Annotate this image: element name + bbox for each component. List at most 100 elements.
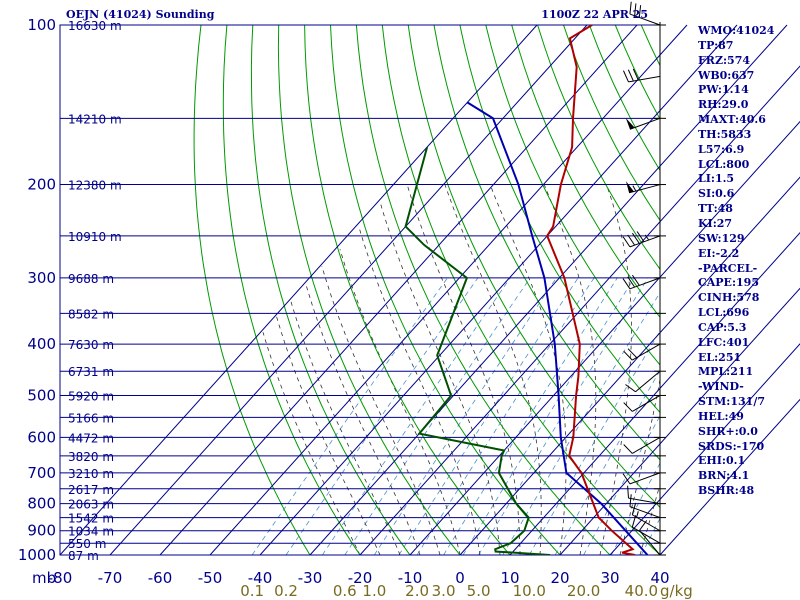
wind-barb [623,343,661,361]
isotherm [259,24,738,556]
isotherm [309,24,788,556]
temperature-tick-label: -30 [298,569,323,587]
index-item: MAXT:40.6 [698,113,766,127]
barb-flag [629,1,632,15]
moist-adiabat [444,184,542,555]
wind-barb [622,274,661,290]
index-item: -WIND- [698,380,744,394]
index-item: RH:29.0 [698,98,749,112]
pressure-tick-label: 700 [27,464,56,482]
barb-pennant [625,117,635,130]
temperature-tick-label: 10 [500,569,519,587]
mixing-ratio-label: 0.1 [240,582,264,600]
wind-barb [622,68,661,83]
barb-flag [631,232,640,244]
pressure-tick-label: 600 [27,428,56,446]
barb-flag [623,350,633,361]
height-label: 1542 m [68,512,114,526]
height-label: 2617 m [68,483,114,497]
mixing-unit-label: g/kg [660,582,693,600]
height-label: 5920 m [68,389,114,403]
height-label: 10910 m [68,230,122,244]
barb-flag [627,485,629,499]
barb-staff [628,497,661,505]
pressure-tick-label: 200 [27,176,56,194]
index-item: TH:5833 [698,127,752,141]
barb-flag [622,70,629,83]
moist-adiabat [599,184,632,555]
height-label: 14210 m [68,112,122,126]
index-item: TP:87 [698,38,734,52]
barb-staff [629,117,661,130]
pressure-tick-label: 800 [27,495,56,513]
height-label: 1034 m [68,525,114,539]
index-item: L57:6.9 [698,142,745,156]
index-item: TT:48 [698,202,733,216]
barb-flag [622,473,631,485]
index-item: LCL:800 [698,157,750,171]
index-item: SW:129 [698,231,745,245]
mixing-ratio-label: 0.2 [274,582,298,600]
wind-barb [631,502,661,532]
moist-adiabat [321,265,441,555]
grid [59,22,800,556]
temperature-tick-label: -80 [48,569,73,587]
moist-adiabat [358,226,481,555]
indices-panel: WMO:41024 TP:87 FRZ:574 WB0:637 PW:1.14 RH:29… [698,24,774,499]
barb-flag [622,278,631,290]
barb-pennant [625,181,634,193]
wind-barb [625,117,661,130]
height-label: 8582 m [68,307,114,321]
height-label: 16630 m [68,19,122,33]
station-title: OEJN (41024) Sounding [66,8,215,21]
barb-flag [623,402,633,412]
wind-barb [629,1,661,26]
index-item: -PARCEL- [698,261,758,275]
wind-barb [631,515,661,544]
pressure-tick-label: 300 [27,269,56,287]
mixing-ratio-line [443,277,618,555]
isotherm [209,24,688,556]
temperature-trace [546,25,636,555]
barb-staff [632,526,661,544]
index-item: LCL:696 [698,306,750,320]
isotherm [609,343,800,556]
mixing-ratio-label: 10.0 [513,582,546,600]
barb-half-flag [632,185,637,192]
dewpoint-trace [404,146,551,555]
pressure-tick-label: 400 [27,335,56,353]
parcel-trace [466,101,649,555]
index-item: WB0:637 [698,68,755,82]
moist-adiabat [406,184,521,555]
isotherm [559,287,800,556]
time-title: 1100Z 22 APR 25 [541,8,648,21]
index-item: SRDS:-170 [698,439,765,453]
barb-staff [629,506,661,519]
mixing-ratio-label: 3.0 [432,582,456,600]
barb-flag [631,515,637,528]
height-label: 3820 m [68,450,114,464]
mixing-ratio-line [502,291,660,555]
barb-staff [632,395,661,412]
barb-staff [635,370,661,393]
barb-staff [639,530,661,556]
mixing-ratio-label: 1.0 [362,582,386,600]
temperature-tick-label: -50 [198,569,223,587]
height-label: 2063 m [68,498,114,512]
isotherm [459,176,800,556]
pressure-unit-label: mb [32,569,56,587]
index-item: EI:-2.2 [698,246,740,260]
height-label: 4472 m [68,431,114,445]
height-label: 7630 m [68,338,114,352]
barb-flag [636,231,645,243]
isotherm [59,24,538,556]
barb-flag [634,3,637,16]
index-item: STM:131/7 [698,395,765,409]
wind-barb [622,472,661,485]
barb-flag [627,348,637,358]
moist-adiabat [262,332,361,555]
height-label: 3210 m [68,467,114,481]
height-label: 87 m [68,549,99,563]
